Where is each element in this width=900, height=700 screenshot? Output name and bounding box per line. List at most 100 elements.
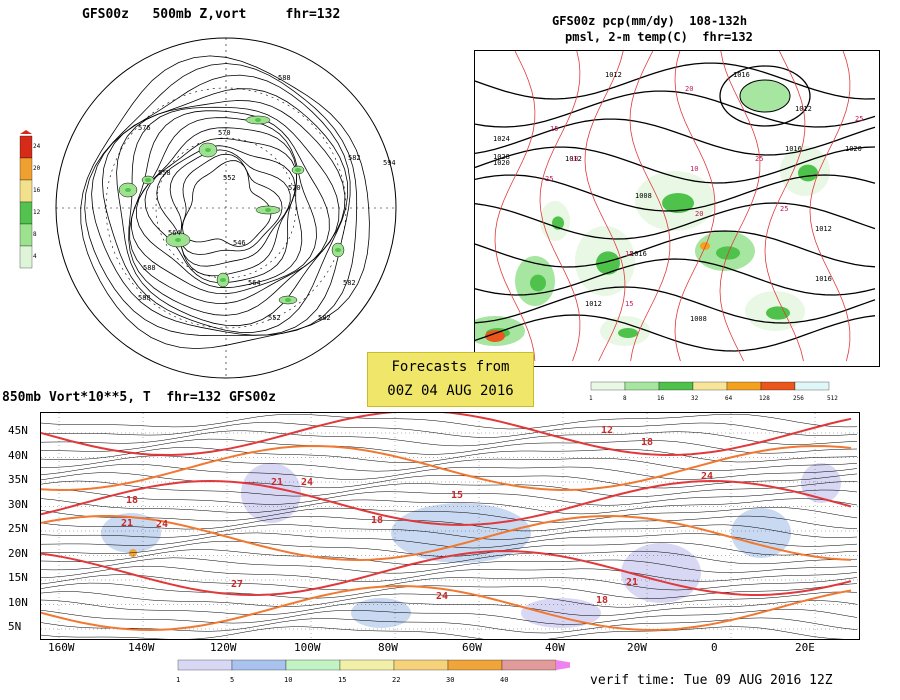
tropical-contour-labels: 12 18 21 24 18 15 18 21 24 27 24 18 21 24 [121,425,713,606]
contour-label: 588 [278,74,291,82]
na-isobar-contours [475,62,876,352]
temperature-contour [41,549,852,597]
isobar-label: 1008 [635,192,652,200]
vorticity-patch [731,508,791,558]
temp-label: 25 [545,175,553,183]
colorbar-label: 40 [500,676,508,684]
height-contour [169,149,291,267]
temperature-contour [494,51,536,362]
temp-label: 20 [685,85,693,93]
tropical-vorticity-shading [101,463,841,628]
height-contour [156,145,296,277]
vorticity-patch [241,463,301,523]
colorbar-cell [726,381,762,391]
height-contour [91,74,351,336]
temp-label: 18 [126,495,138,506]
temp-label: 20 [695,210,703,218]
contour-label: 582 [318,314,331,322]
colorbar-label: 32 [691,395,699,402]
temp-label: 18 [371,515,383,526]
precip-core [596,251,620,275]
isobar-label: 1012 [795,105,812,113]
streamline [41,413,858,430]
precip-colorbar: 1 8 16 32 64 128 256 512 [589,381,838,402]
vorticity-core [285,298,291,302]
na-map-title-line2: pmsl, 2-m temp(C) fhr=132 [565,30,753,44]
longitude-label: 40W [545,641,565,654]
polar-500mb-map: 588 576 570 582 558 552 564 546 570 588 594 588 582 5… [55,37,397,379]
tropical-colorbar: 1 5 10 15 22 30 40 [176,659,570,684]
temp-label: 25 [755,155,763,163]
temperature-contour [41,584,852,632]
verification-time: verif time: Tue 09 AUG 2016 12Z [590,673,833,688]
isobar [475,174,876,212]
longitude-label: 100W [294,641,321,654]
temperature-contour [41,479,852,527]
height-contour [80,55,370,350]
contour-label: 564 [168,229,181,237]
isobar-label: 1012 [815,225,832,233]
temp-label: 21 [626,577,638,588]
colorbar-cell [177,659,233,671]
tropical-streamlines [41,413,858,639]
colorbar-label: 5 [230,676,234,684]
colorbar-cell [692,381,728,391]
temperature-contour [674,51,716,362]
vorticity-core [125,188,131,192]
heavy-precip [485,330,505,342]
temp-label: 10 [570,155,578,163]
colorbar-label: 12 [33,209,40,216]
longitude-label: 120W [210,641,237,654]
streamline [41,472,858,489]
latitude-label: 5N [8,620,22,633]
colorbar-label: 20 [33,165,40,172]
streamline [41,438,858,455]
temperature-contour [809,51,851,362]
streamline [41,599,858,617]
colorbar-cell [339,659,395,671]
height-contour [136,127,303,289]
isobar-label: 1012 [605,71,622,79]
isobar-label: 1024 [493,135,510,143]
latitude-label: 30N [8,497,28,511]
vorticity-patch [101,513,161,553]
temp-label: 15 [625,250,633,258]
longitude-label: 80W [378,641,398,654]
na-map-title-line1: GFS00z pcp(mm/dy) 108-132h [552,14,748,28]
colorbar-label: 1 [589,395,593,402]
longitude-label: 160W [48,641,75,654]
colorbar-label: 8 [623,395,627,402]
isobar [475,202,876,240]
vorticity-patch [801,463,841,503]
latitude-label: 10N [8,595,28,609]
height-contour [129,110,330,304]
vorticity-patch [391,503,531,563]
contour-label: 552 [223,174,236,182]
tropical-temperature-contours [41,413,852,632]
colorbar-label: 22 [392,676,400,684]
streamline [41,463,858,480]
streamline [41,489,858,506]
vorticity-core [205,148,211,152]
colorbar-cell [19,179,33,203]
isobar-label: 1020 [845,145,862,153]
precip-core [798,164,818,182]
streamline [41,557,858,574]
isobar-label: 1016 [733,71,750,79]
temp-label: 27 [231,579,243,590]
temp-label: 18 [641,437,653,448]
colorbar-label: 15 [338,676,346,684]
streamline [41,455,858,472]
colorbar-cell [19,201,33,225]
streamline [41,430,858,447]
colorbar-cell [19,157,33,181]
temp-label: 15 [625,300,633,308]
temp-label: 25 [780,205,788,213]
precip-core [766,306,790,320]
contour-label: 558 [158,169,171,177]
colorbar-cell [624,381,660,391]
isobar-label: 1012 [585,300,602,308]
streamline [41,626,845,639]
height-contour [179,153,283,255]
forecasts-from-badge: Forecasts from 00Z 04 AUG 2016 [367,352,534,407]
